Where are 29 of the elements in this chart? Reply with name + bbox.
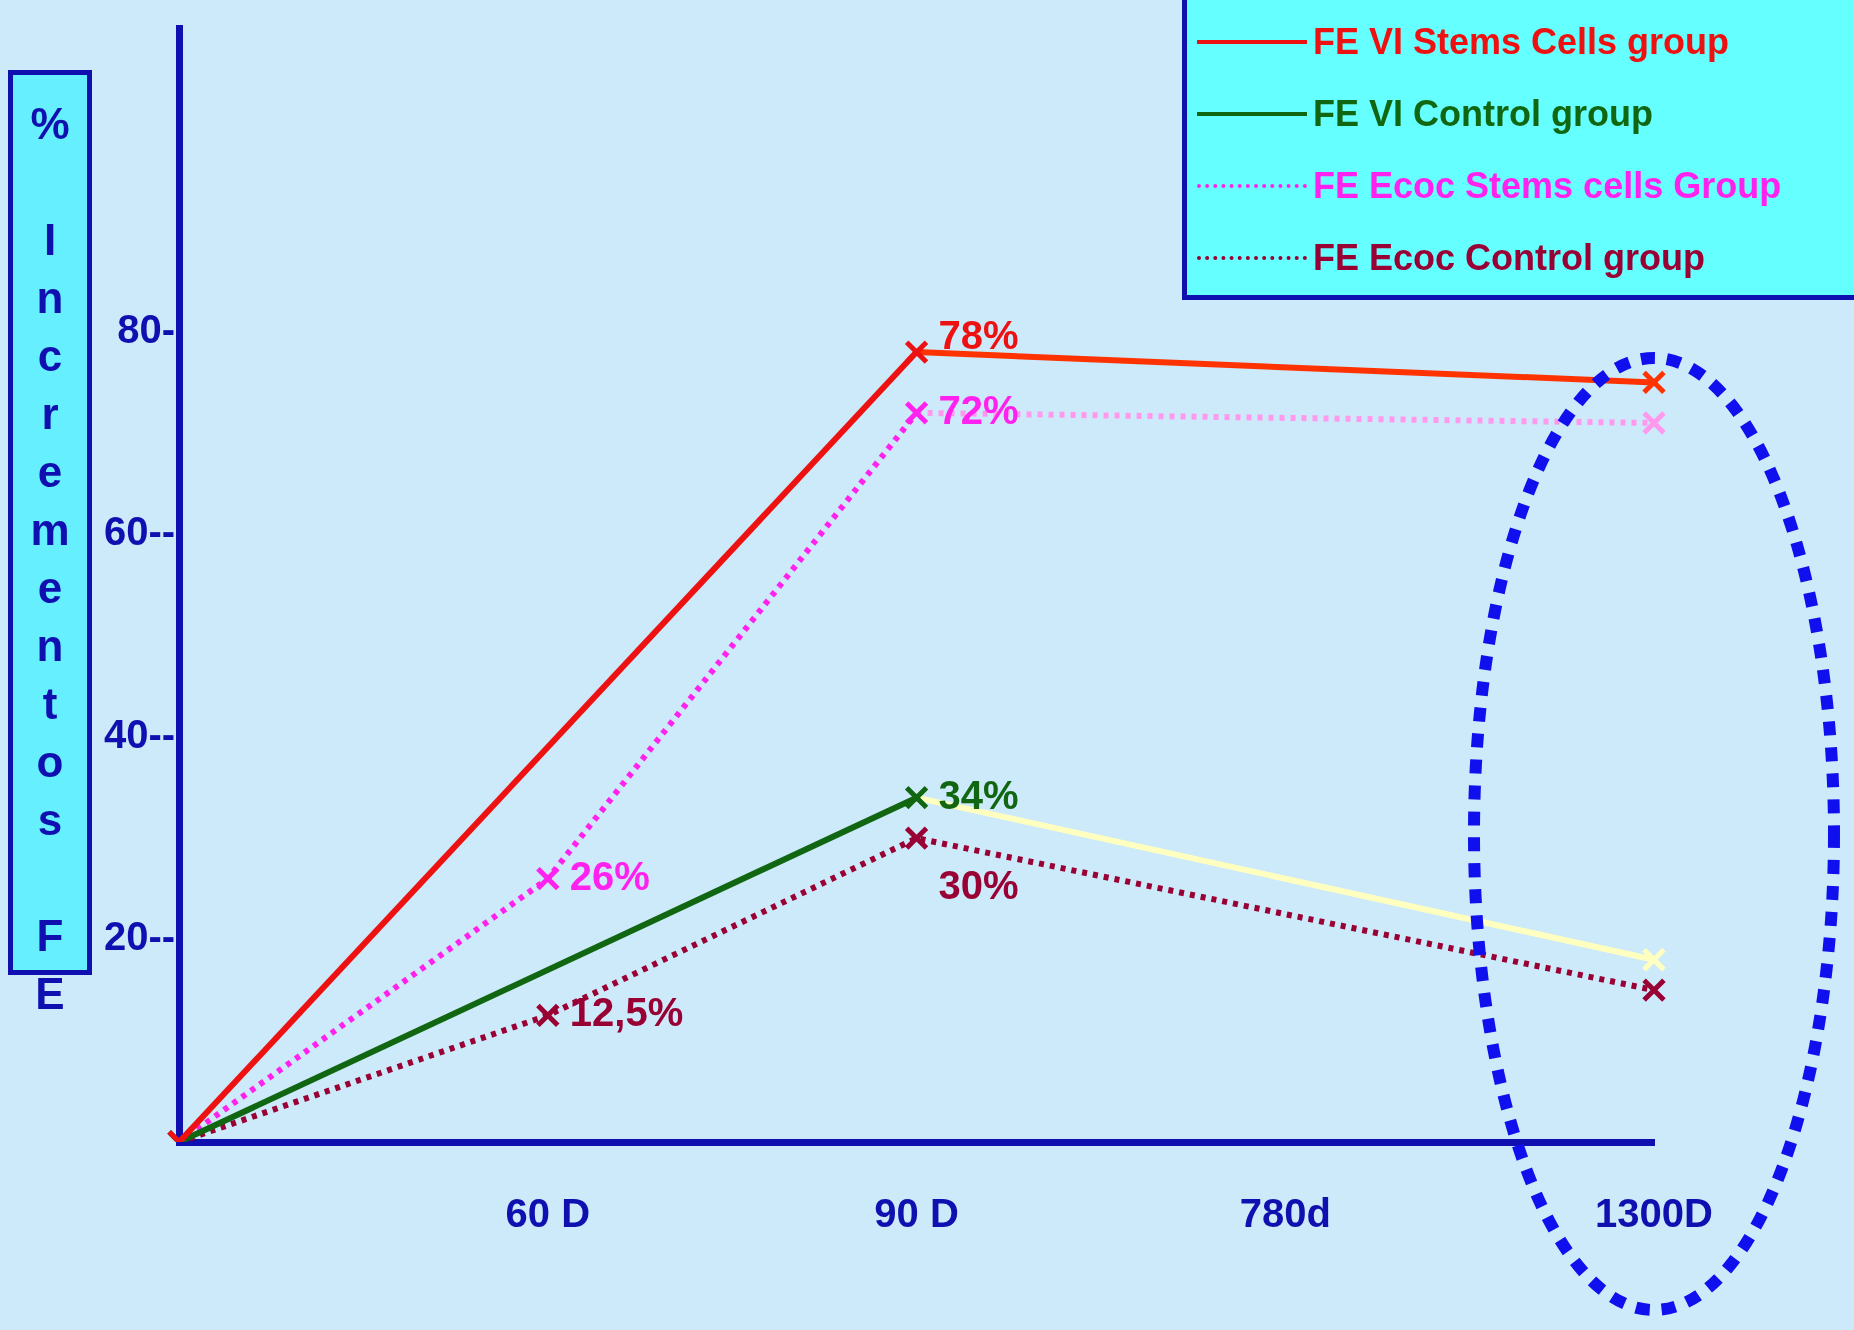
y-tick-label: 60--: [103, 509, 176, 554]
point: [1641, 410, 1667, 436]
y-tick-label: 80-: [117, 306, 176, 351]
point: [904, 400, 929, 426]
x-tick-label: 60 D: [505, 1191, 591, 1236]
legend-label: FE Ecoc Stems cells Group: [1313, 165, 1782, 207]
y-tick-label: 40--: [103, 711, 176, 756]
data-label: 72%: [938, 387, 1019, 432]
legend-label: FE VI Control group: [1313, 93, 1653, 135]
point: [904, 339, 929, 365]
point: [904, 825, 929, 851]
text: % Incrementos FE: [30, 99, 70, 1018]
point: [1641, 370, 1667, 395]
data-label: 30%: [938, 863, 1019, 908]
x-tick-label: 90 D: [874, 1191, 959, 1236]
point: [1641, 977, 1667, 1003]
point: [535, 1003, 561, 1028]
legend-label: FE Ecoc Control group: [1313, 237, 1705, 279]
y-tick-label: 20--: [103, 914, 176, 959]
point: [535, 866, 561, 892]
data-label: 26%: [569, 853, 650, 898]
data-label: 34%: [938, 772, 1019, 817]
x-tick-label: 780d: [1239, 1191, 1331, 1236]
data-label: 78%: [938, 313, 1019, 358]
point: [904, 785, 929, 811]
legend-label: FE VI Stems Cells group: [1313, 21, 1730, 63]
x-tick-label: 1300D: [1595, 1191, 1713, 1236]
point: [1641, 947, 1667, 973]
data-label: 12,5%: [569, 990, 684, 1035]
